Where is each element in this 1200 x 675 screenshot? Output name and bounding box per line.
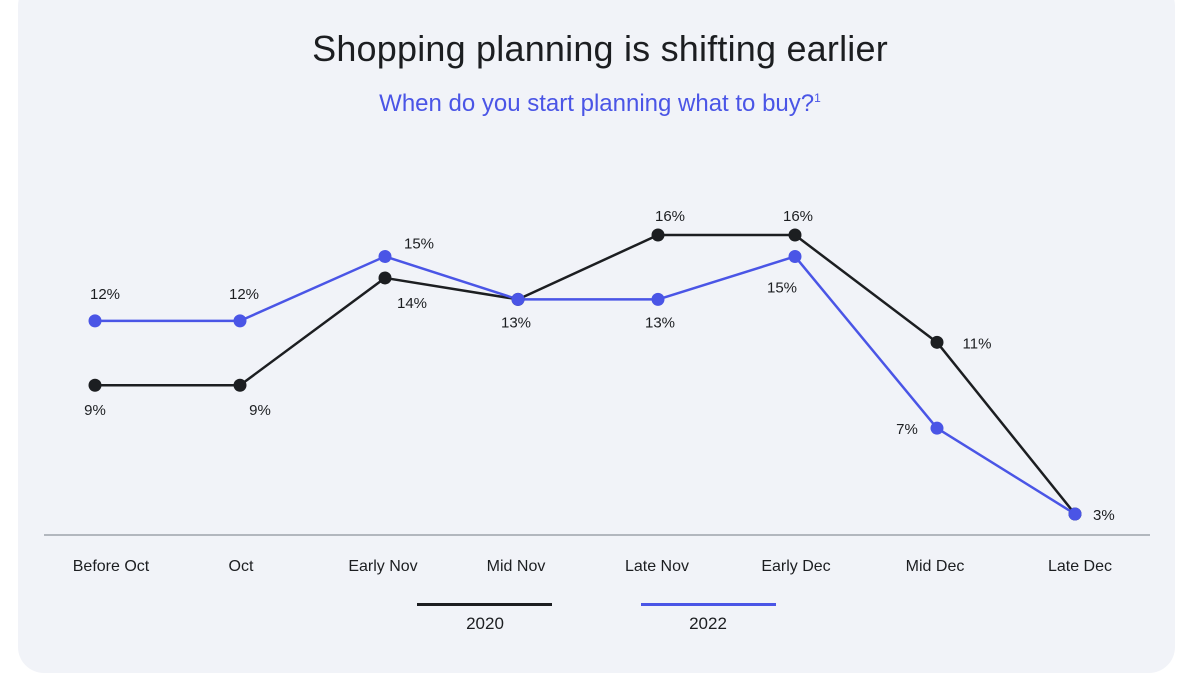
data-label-2020: 16% <box>783 208 813 225</box>
x-tick-label: Late Nov <box>625 558 689 575</box>
x-tick-label: Mid Nov <box>487 558 546 575</box>
data-label-2020: 3% <box>1093 507 1115 524</box>
data-point-2022 <box>88 314 102 328</box>
data-point-2020 <box>788 228 802 242</box>
chart-subtitle: When do you start planning what to buy?1 <box>0 90 1200 118</box>
data-label-2020: 9% <box>84 402 106 419</box>
data-point-2022 <box>1068 507 1082 521</box>
legend-line-2020 <box>417 603 552 606</box>
legend-label-2020: 2020 <box>466 614 504 633</box>
x-tick-label: Early Nov <box>348 558 417 575</box>
series-line-2020 <box>95 233 1076 515</box>
data-point-2022 <box>930 421 944 435</box>
x-tick-label: Mid Dec <box>906 558 965 575</box>
data-label-2022: 15% <box>767 279 797 296</box>
data-point-2022 <box>511 292 525 306</box>
data-point-2022 <box>233 314 247 328</box>
data-point-2020 <box>930 335 944 349</box>
data-label-2020: 13% <box>501 314 531 331</box>
data-label-2022: 7% <box>896 421 918 438</box>
data-label-2022: 15% <box>404 235 434 252</box>
data-label-2022: 12% <box>229 286 259 303</box>
series-line-2022 <box>95 255 1076 516</box>
data-label-2020: 11% <box>963 335 992 352</box>
data-point-2020 <box>378 271 392 285</box>
x-tick-label: Oct <box>229 558 254 575</box>
data-point-2020 <box>651 228 665 242</box>
data-point-2022 <box>788 249 802 263</box>
x-tick-label: Early Dec <box>761 558 830 575</box>
x-tick-label: Before Oct <box>73 558 150 575</box>
data-label-2020: 14% <box>397 295 427 312</box>
data-label-2022: 12% <box>90 286 120 303</box>
data-label-2022: 13% <box>645 314 675 331</box>
legend-line-2022 <box>641 603 776 606</box>
data-point-2022 <box>651 292 665 306</box>
data-point-2022 <box>378 249 392 263</box>
subtitle-text: When do you start planning what to buy? <box>379 90 815 117</box>
chart-title: Shopping planning is shifting earlier <box>312 28 888 69</box>
chart-card <box>18 0 1175 673</box>
data-point-2020 <box>88 378 102 392</box>
data-label-2020: 9% <box>249 402 271 419</box>
x-tick-label: Late Dec <box>1048 558 1112 575</box>
data-label-2020: 16% <box>655 208 685 225</box>
legend-label-2022: 2022 <box>689 614 727 633</box>
data-point-2020 <box>233 378 247 392</box>
subtitle-footnote-marker: 1 <box>814 91 821 105</box>
